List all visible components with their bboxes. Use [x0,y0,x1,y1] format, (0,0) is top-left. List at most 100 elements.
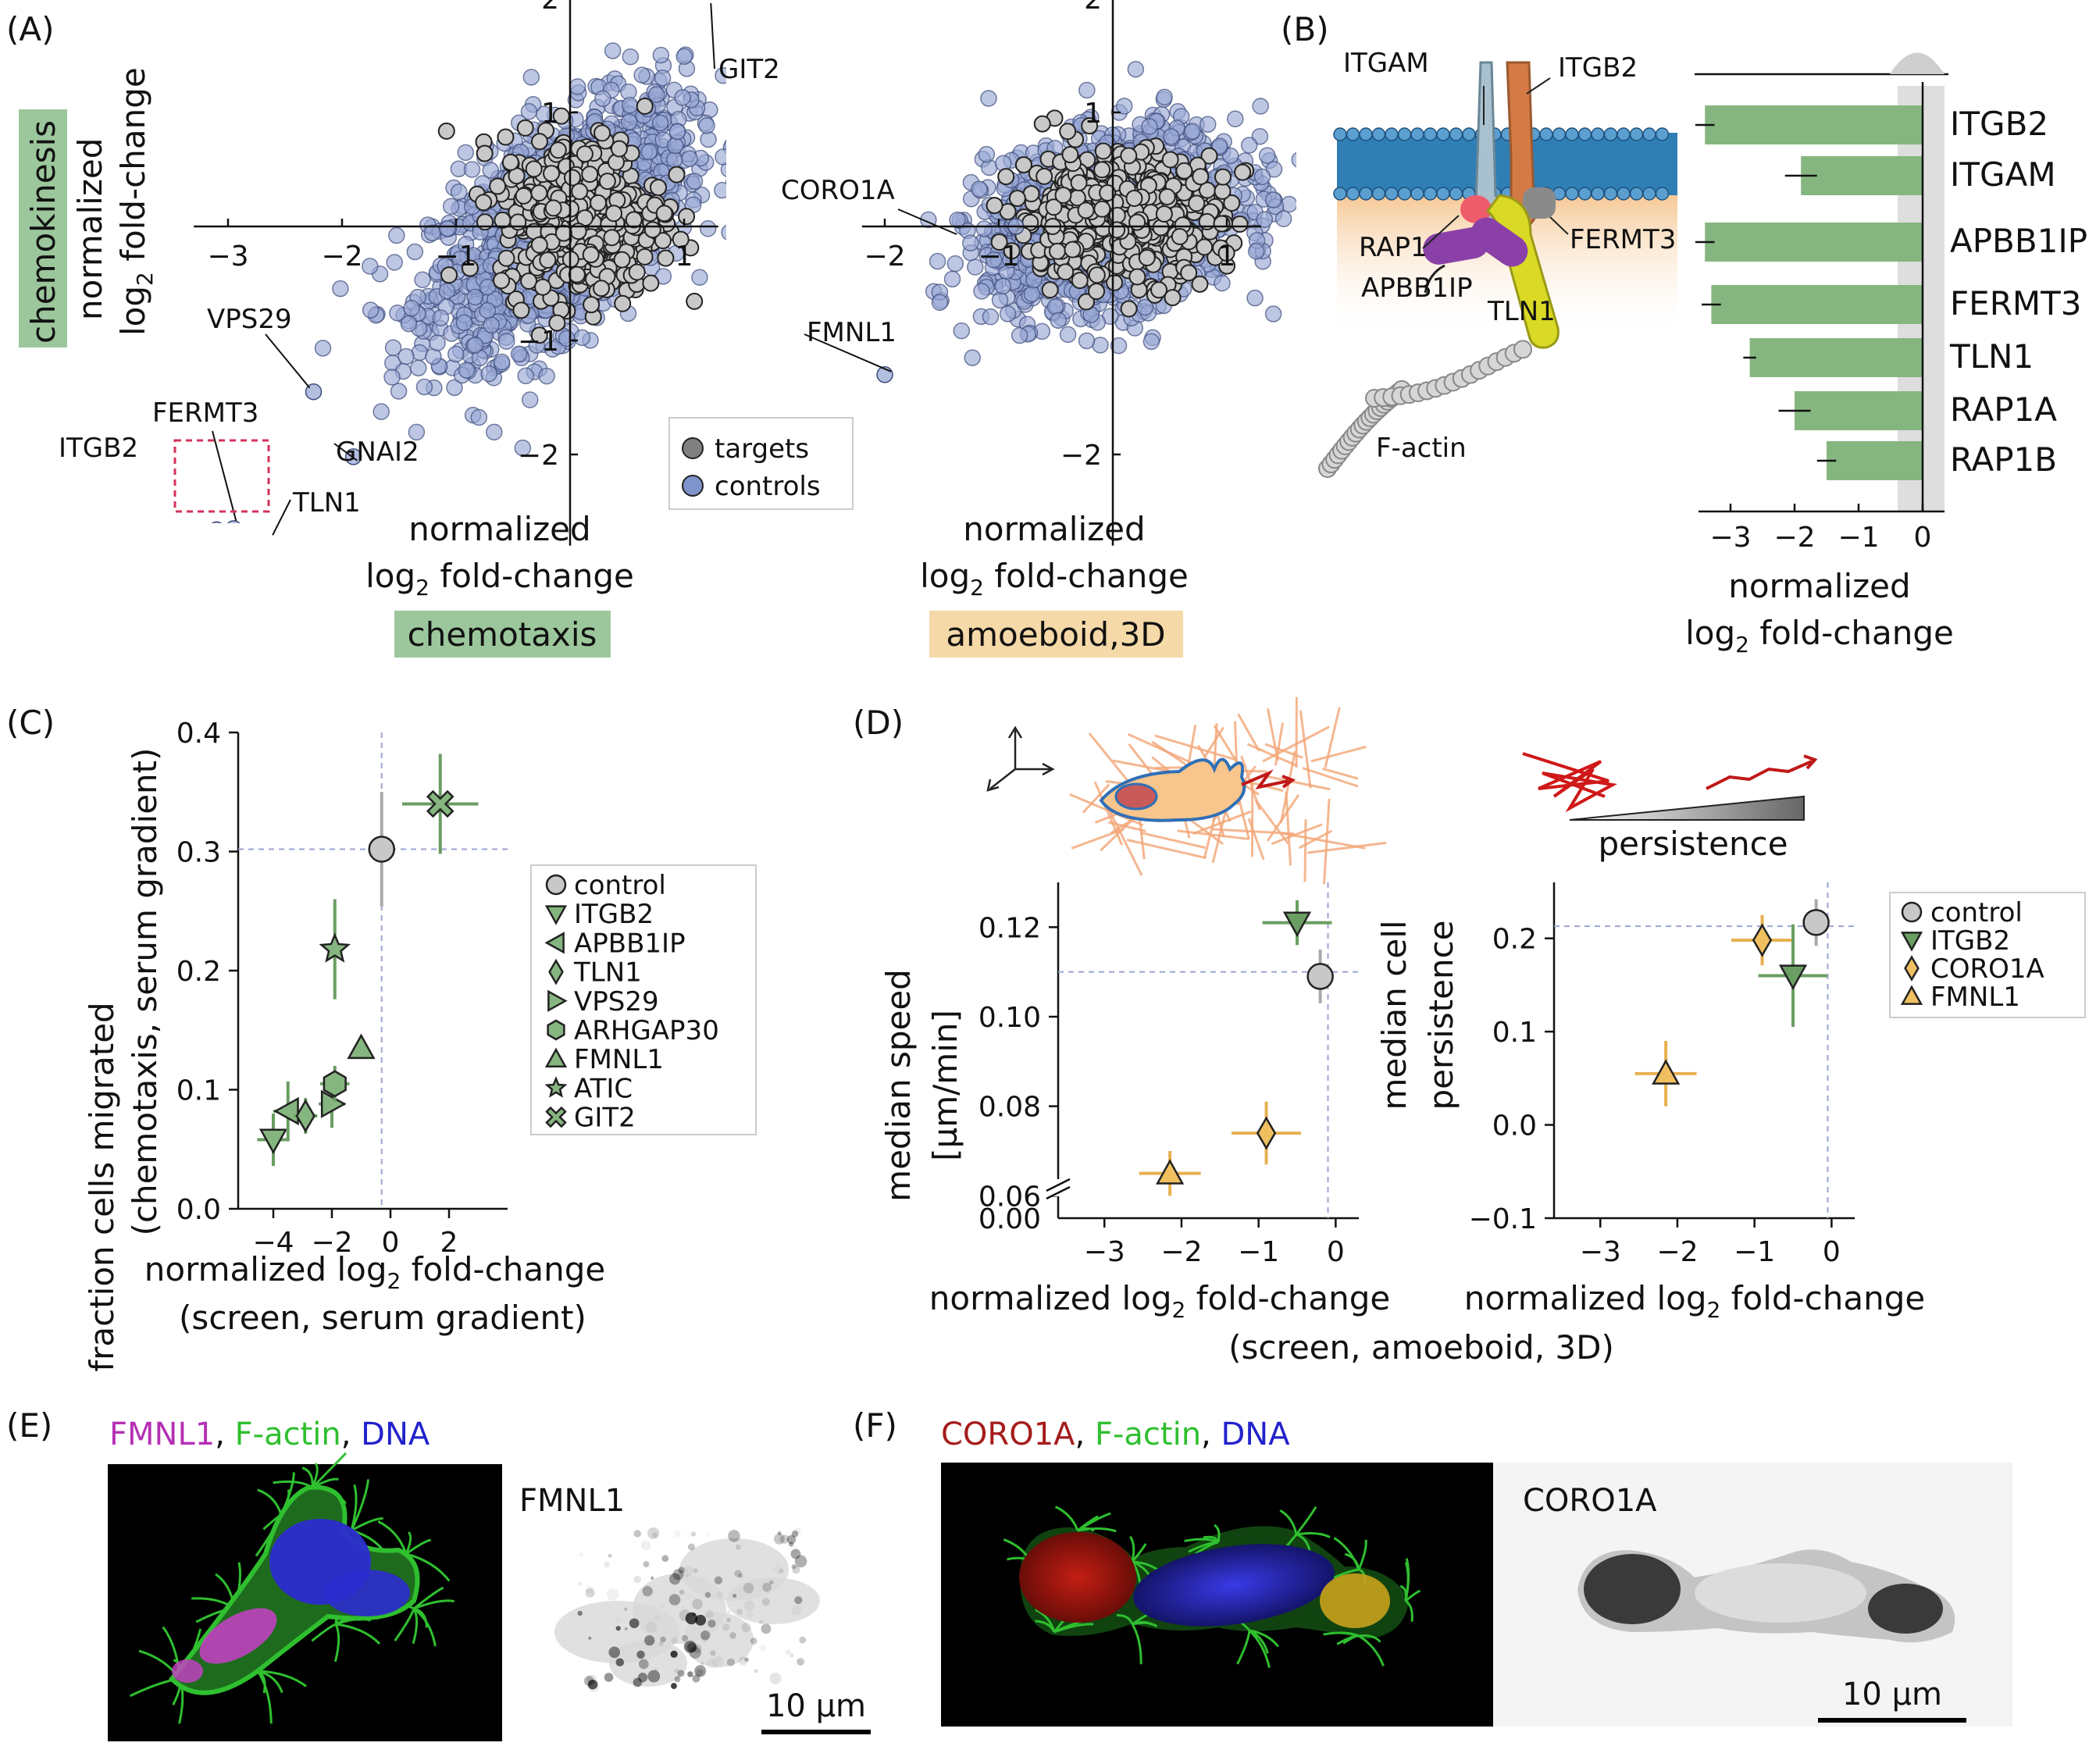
target-point [1120,147,1138,165]
target-point [1164,289,1182,307]
control-point [594,90,611,108]
marker-circle [1901,901,1923,923]
target-point [598,173,616,191]
gray-speckle [705,1609,714,1619]
gray-speckle [615,1658,625,1667]
fiber [1303,819,1307,882]
control-point [1247,243,1265,260]
lipid-head [1371,127,1386,141]
x-tick-label: −1 [1238,1236,1279,1268]
target-point [686,292,704,310]
control-point [457,144,475,162]
control-point [482,162,500,179]
control-point [415,378,433,396]
target-point [489,177,507,195]
target-point [1155,205,1173,223]
gray-speckle [722,1623,730,1631]
lipid-head [1346,127,1360,141]
gray-speckle [790,1653,794,1658]
gray-speckle [754,1669,758,1673]
target-point [1171,228,1189,246]
label-fmnl1: FMNL1 [807,317,897,348]
control-point [654,69,672,87]
control-point [1142,333,1160,351]
target-point [1088,266,1106,284]
control-point [943,270,961,288]
control-point [725,178,726,186]
control-point [980,90,997,107]
gray-speckle [729,1632,736,1639]
control-point [450,183,468,201]
gray-speckle [779,1568,784,1573]
target-point [564,169,582,187]
control-point [946,255,964,273]
control-point [514,439,532,457]
lipid-head [1603,127,1618,141]
lipid-head [1333,127,1347,141]
lipid-head [1655,127,1670,141]
control-point [479,278,497,296]
bar-label: RAP1A [1950,390,2057,429]
labeled-point [227,520,241,523]
control-point [620,113,638,130]
bar-label: TLN1 [1949,337,2034,376]
gray-speckle [791,1605,802,1616]
target-point [476,144,494,162]
b-x-tick-label: −1 [1838,522,1879,554]
lipid-head [1397,127,1412,141]
control-point [1127,60,1145,78]
lipid-head [1410,127,1424,141]
bar [1827,441,1923,480]
label-fermt3: FERMT3 [152,397,258,429]
control-point [700,130,717,148]
bar [1795,391,1923,430]
lipid-head [1436,127,1450,141]
x-tick-label: −1 [435,241,476,273]
y-tick-label: 0.0 [176,1194,221,1226]
target-point [997,168,1015,186]
lipid-head [1410,187,1424,201]
y-tick-label: 0.1 [176,1075,221,1107]
gray-speckle [779,1534,790,1544]
bar [1705,223,1923,262]
control-point [573,329,591,347]
control-point [1141,118,1158,135]
c-legend: controlITGB2APBB1IPTLN1VPS29ARHGAP30FMNL… [530,864,757,1135]
target-point [1196,238,1214,256]
target-point [583,296,601,314]
y-tick-label: 0.1 [1492,1017,1537,1049]
target-point [1057,263,1075,281]
gray-speckle [638,1659,649,1670]
control-point [674,89,691,106]
b-top-distribution [1890,52,1945,74]
gray-speckle [608,1553,612,1558]
control-point [470,408,488,426]
y-tick-label: 0.2 [176,956,221,988]
bar-label: RAP1B [1950,440,2057,479]
actin-monomer [1513,340,1532,359]
bar-label: FERMT3 [1950,284,2082,323]
gray-speckle [579,1552,583,1557]
label-gnai2: GNAI2 [336,437,419,468]
c-xlabel-line1: normalized log2 fold-change [144,1250,605,1294]
target-point [672,230,690,248]
y-tick-label: −1 [518,326,559,358]
gray-speckle [714,1576,723,1585]
target-point [497,128,515,146]
gray-speckle [660,1603,665,1609]
gray-speckle [705,1532,710,1537]
d-left-ylabel-line1: median speed [879,969,918,1202]
gray-speckle [606,1588,619,1601]
control-point [446,379,463,397]
target-point [593,280,611,298]
fiber [1285,791,1292,866]
x-tick-label: −1 [978,241,1019,273]
target-point [1128,213,1146,231]
control-point [1078,81,1096,99]
fiber [1128,743,1153,775]
control-point [686,173,704,190]
legend-controls: controls [715,471,821,502]
target-point [1231,215,1249,233]
target-point [1014,156,1032,174]
gray-speckle [701,1635,708,1643]
